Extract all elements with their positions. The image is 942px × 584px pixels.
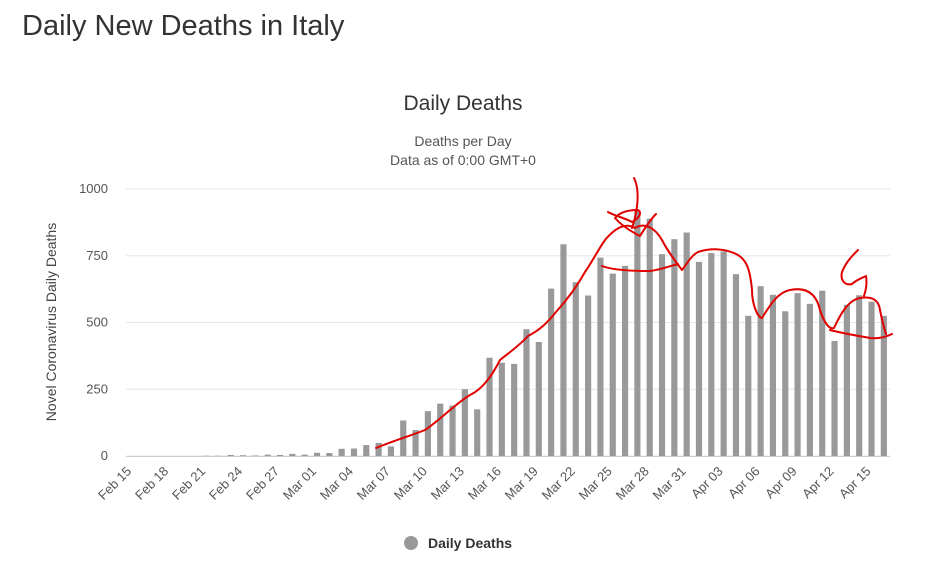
bar[interactable] — [695, 261, 703, 456]
bar[interactable] — [572, 282, 579, 456]
bar[interactable] — [412, 430, 419, 456]
x-tick-label: Apr 03 — [688, 464, 726, 502]
x-tick-label: Feb 18 — [132, 464, 171, 503]
y-tick-label: 750 — [86, 248, 108, 263]
bar[interactable] — [683, 232, 690, 456]
y-tick-label: 250 — [86, 381, 108, 396]
bar[interactable] — [806, 303, 813, 456]
bar[interactable] — [757, 286, 764, 456]
bar[interactable] — [819, 290, 826, 456]
bar[interactable] — [239, 455, 247, 456]
annotation-squiggle-right — [840, 249, 868, 297]
x-tick-label: Feb 15 — [95, 464, 134, 503]
x-tick-label: Feb 24 — [206, 464, 245, 503]
bar[interactable] — [276, 454, 284, 456]
bar[interactable] — [621, 265, 629, 456]
bar[interactable] — [634, 210, 641, 456]
bar[interactable] — [424, 411, 431, 456]
x-tick-label: Mar 22 — [539, 464, 578, 503]
annotation-lower-line-2 — [829, 329, 893, 340]
x-tick-label: Mar 04 — [317, 464, 356, 503]
bar-series — [203, 210, 887, 456]
chart-title: Daily Deaths — [403, 92, 522, 115]
y-tick-label: 0 — [101, 448, 108, 463]
bar[interactable] — [548, 288, 555, 456]
x-tick-label: Mar 10 — [391, 464, 430, 503]
bar[interactable] — [326, 453, 333, 456]
bar[interactable] — [597, 257, 604, 456]
x-tick-label: Apr 15 — [836, 464, 874, 502]
x-tick-label: Mar 25 — [576, 464, 615, 503]
legend-label: Daily Deaths — [428, 535, 512, 551]
annotation-lower-line-1 — [601, 263, 679, 272]
y-tick-label: 1000 — [79, 181, 108, 196]
y-axis-title: Novel Coronavirus Daily Deaths — [43, 223, 59, 421]
bar[interactable] — [449, 405, 456, 456]
bar[interactable] — [671, 239, 678, 456]
x-tick-label: Mar 16 — [465, 464, 504, 503]
bar[interactable] — [227, 454, 234, 456]
bar[interactable] — [474, 409, 481, 456]
bar[interactable] — [843, 304, 850, 456]
x-tick-label: Mar 31 — [650, 464, 689, 503]
annotation-loop-top — [607, 209, 657, 237]
bar[interactable] — [252, 455, 259, 456]
x-tick-label: Apr 09 — [762, 464, 800, 502]
x-tick-label: Feb 27 — [243, 464, 282, 503]
legend[interactable]: Daily Deaths — [404, 535, 512, 551]
page-heading: Daily New Deaths in Italy — [22, 10, 345, 42]
bar[interactable] — [658, 254, 666, 456]
bar[interactable] — [535, 341, 542, 456]
bar[interactable] — [375, 442, 382, 456]
x-tick-label: Mar 01 — [280, 464, 319, 503]
bar[interactable] — [708, 253, 715, 456]
chart-subtitle-line-1: Deaths per Day — [414, 133, 511, 149]
annotation-spike-top — [631, 177, 639, 229]
y-tick-label: 500 — [86, 315, 108, 330]
bar[interactable] — [609, 273, 616, 456]
bar[interactable] — [301, 454, 308, 456]
bar[interactable] — [769, 294, 777, 456]
legend-marker — [404, 536, 418, 550]
x-tick-label: Mar 13 — [428, 464, 467, 503]
bar[interactable] — [732, 274, 740, 456]
bar[interactable] — [856, 295, 863, 456]
bar[interactable] — [363, 445, 370, 456]
x-tick-label: Feb 21 — [169, 464, 208, 503]
x-tick-label: Mar 19 — [502, 464, 541, 503]
bar[interactable] — [338, 448, 345, 456]
bar[interactable] — [831, 340, 838, 456]
bar[interactable] — [880, 315, 887, 456]
bar[interactable] — [585, 295, 592, 456]
bar[interactable] — [720, 251, 727, 456]
y-axis-ticks: 0 250 500 750 1000 — [79, 181, 108, 463]
bar[interactable] — [646, 218, 653, 456]
x-tick-label: Apr 06 — [725, 464, 763, 502]
bar[interactable] — [387, 446, 395, 456]
bar[interactable] — [486, 357, 493, 456]
bar[interactable] — [868, 301, 875, 456]
bar[interactable] — [350, 448, 358, 456]
x-tick-label: Mar 07 — [354, 464, 393, 503]
bar[interactable] — [437, 403, 444, 456]
bar[interactable] — [461, 389, 468, 456]
hand-drawn-annotations — [375, 177, 893, 449]
bar[interactable] — [511, 363, 518, 456]
bar[interactable] — [560, 244, 567, 456]
bar[interactable] — [313, 452, 321, 456]
bar[interactable] — [745, 315, 752, 456]
annotation-trend-curve — [375, 224, 887, 449]
x-tick-label: Apr 12 — [799, 464, 837, 502]
bar[interactable] — [289, 453, 296, 456]
chart-subtitle-line-2: Data as of 0:00 GMT+0 — [390, 152, 536, 168]
x-tick-label: Mar 28 — [613, 464, 652, 503]
bar[interactable] — [264, 454, 271, 456]
bar[interactable] — [782, 311, 789, 456]
bar[interactable] — [498, 362, 505, 456]
bar[interactable] — [794, 293, 801, 456]
bar[interactable] — [523, 329, 530, 456]
